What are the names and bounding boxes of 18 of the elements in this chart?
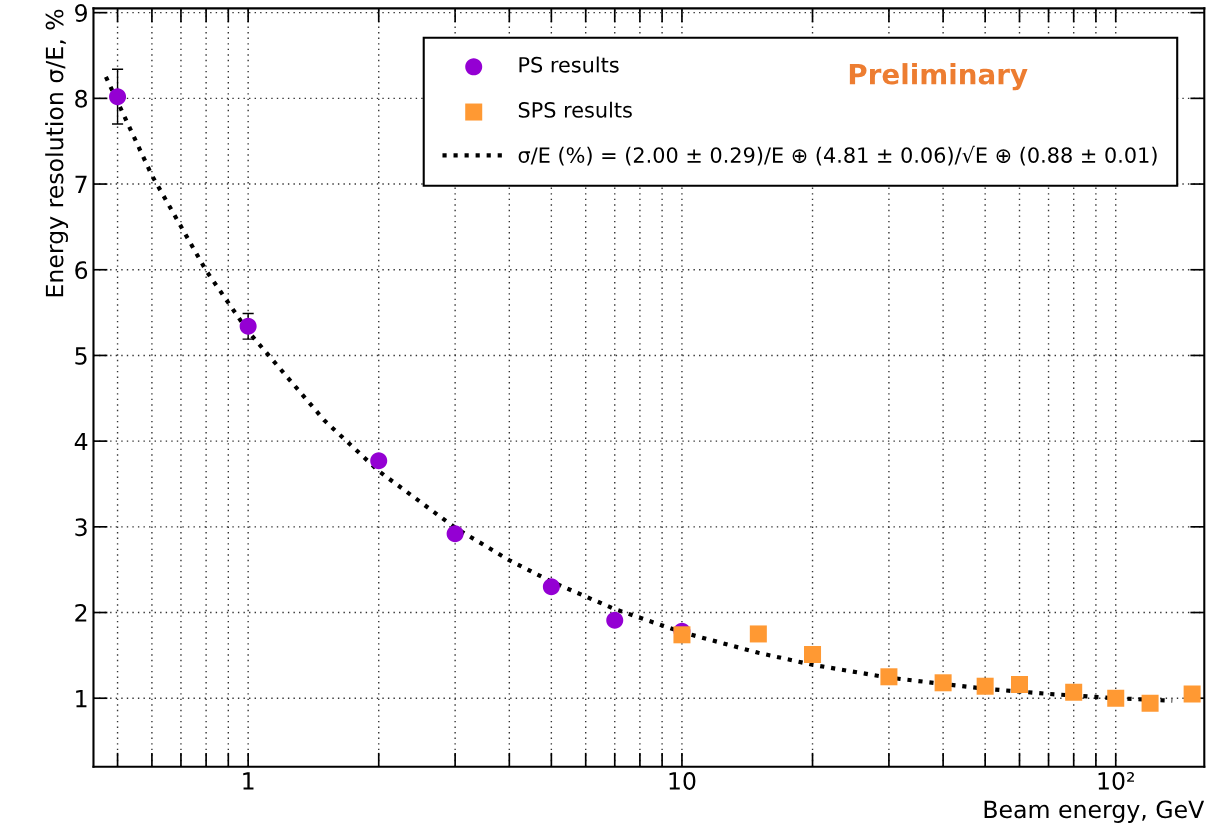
y-tick-label: 8 [75, 89, 87, 108]
annotation: Preliminary [849, 63, 1028, 91]
legend-label: PS results [519, 56, 619, 73]
y-tick-label: 5 [75, 347, 87, 365]
y-tick-label: 3 [75, 518, 87, 537]
y-tick-label: 4 [74, 432, 88, 451]
y-tick-label: 6 [75, 261, 88, 280]
legend-label: SPS results [518, 101, 632, 118]
x-tick-label: 1 [243, 772, 254, 790]
y-axis-title: Energy resolution σ/E, % [45, 9, 69, 297]
x-tick-label: 10 [669, 772, 696, 790]
y-tick-label: 2 [75, 603, 87, 622]
x-axis-title: Beam energy, GeV [984, 800, 1205, 823]
legend-label: σ/E (%) = (2.00 ± 0.29)/E ⊕ (4.81 ± 0.06)/√E ⊕ (0.88 ± 0.01) [518, 145, 1157, 166]
y-tick-label: 7 [75, 175, 87, 194]
y-tick-label: 9 [75, 4, 87, 22]
x-tick-label: 10² [1098, 772, 1135, 790]
y-tick-label: 1 [76, 689, 87, 708]
